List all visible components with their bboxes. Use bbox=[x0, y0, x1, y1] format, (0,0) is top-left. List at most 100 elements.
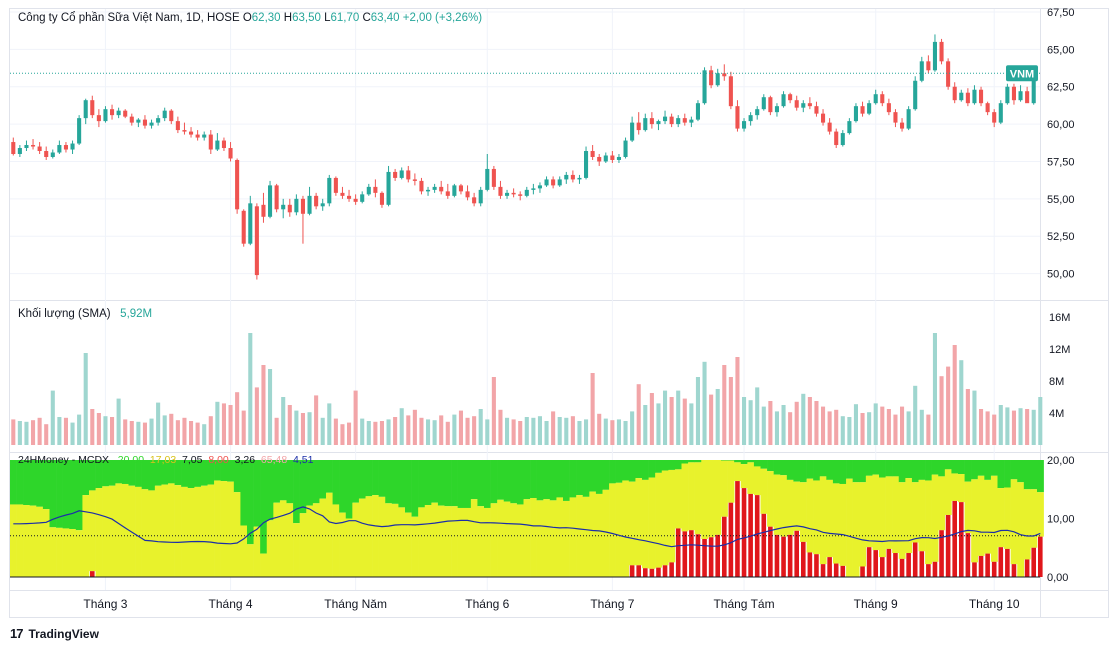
volume-bar bbox=[393, 417, 398, 445]
mcdx-blue-line bbox=[13, 506, 1041, 548]
mcdx-label: 24HMoney - MCDX bbox=[18, 454, 110, 466]
mcdx-green-column bbox=[457, 460, 465, 508]
mcdx-red-column bbox=[629, 565, 635, 577]
mcdx-red-column bbox=[866, 547, 872, 577]
mcdx-green-column bbox=[102, 460, 110, 487]
volume-bar bbox=[847, 417, 852, 445]
mcdx-red-column bbox=[820, 564, 826, 577]
candle-body bbox=[129, 116, 134, 123]
mcdx-green-column bbox=[582, 460, 590, 497]
volume-bar bbox=[649, 393, 654, 445]
candle-body bbox=[478, 189, 483, 204]
mcdx-green-column bbox=[431, 460, 439, 503]
mcdx-yellow-column bbox=[674, 469, 682, 529]
mcdx-green-column bbox=[293, 460, 300, 524]
mcdx-green-column bbox=[470, 460, 478, 500]
mcdx-green-column bbox=[247, 460, 254, 545]
mcdx-red-column bbox=[978, 555, 984, 577]
mcdx-green-column bbox=[530, 460, 537, 499]
candle-body bbox=[103, 109, 108, 122]
candle-body bbox=[189, 131, 194, 135]
volume-bar bbox=[610, 420, 615, 445]
candle-body bbox=[333, 177, 338, 193]
volume-bar bbox=[728, 377, 733, 445]
mcdx-yellow-column bbox=[734, 462, 742, 482]
x-tick-label: Tháng 10 bbox=[969, 597, 1020, 611]
mcdx-green-column bbox=[273, 460, 281, 503]
mcdx-red-column bbox=[860, 566, 865, 577]
volume-bar bbox=[142, 422, 147, 445]
mcdx-green-column bbox=[23, 460, 31, 506]
mcdx-red-column bbox=[827, 557, 832, 577]
mcdx-red-column bbox=[649, 568, 655, 577]
mcdx-green-column bbox=[490, 460, 498, 504]
volume-bar bbox=[702, 361, 707, 445]
volume-bar bbox=[952, 345, 957, 445]
mcdx-green-column bbox=[279, 460, 287, 501]
mcdx-green-column bbox=[747, 460, 755, 463]
mcdx-green-column bbox=[418, 460, 426, 508]
mcdx-yellow-column bbox=[648, 477, 656, 569]
price-tag-label: VNM bbox=[1010, 68, 1034, 80]
volume-bar bbox=[919, 409, 924, 445]
price-tick-label: 60,00 bbox=[1047, 119, 1075, 131]
candle-body bbox=[57, 145, 62, 153]
mcdx-red-column bbox=[662, 565, 668, 577]
candle-body bbox=[873, 94, 878, 104]
volume-bar bbox=[24, 421, 29, 445]
tradingview-branding[interactable]: 17 TradingView bbox=[10, 626, 99, 641]
mcdx-yellow-column bbox=[200, 485, 208, 577]
mcdx-green-column bbox=[760, 460, 768, 469]
mcdx-red-column bbox=[708, 537, 714, 577]
candle-body bbox=[676, 118, 681, 125]
mcdx-green-column bbox=[925, 460, 932, 481]
mcdx-red-column bbox=[787, 534, 793, 577]
mcdx-green-column bbox=[773, 460, 781, 475]
volume-bar bbox=[682, 398, 687, 445]
volume-bar bbox=[511, 419, 516, 445]
mcdx-green-column bbox=[780, 460, 788, 476]
mcdx-yellow-column bbox=[714, 460, 722, 535]
mcdx-green-column bbox=[905, 460, 913, 479]
volume-bar bbox=[840, 416, 845, 445]
volume-bar bbox=[755, 387, 760, 445]
mcdx-green-column bbox=[536, 460, 544, 501]
candle-body bbox=[274, 185, 279, 210]
mcdx-green-column bbox=[69, 460, 77, 530]
volume-bar bbox=[1011, 410, 1016, 445]
mcdx-green-column bbox=[826, 460, 834, 480]
mcdx-green-column bbox=[115, 460, 123, 484]
candle-body bbox=[31, 145, 36, 147]
mcdx-yellow-column bbox=[326, 492, 333, 577]
open-label: O bbox=[242, 12, 252, 24]
candle-body bbox=[524, 189, 529, 196]
mcdx-green-column bbox=[990, 460, 998, 476]
mcdx-yellow-column bbox=[128, 485, 136, 577]
candle-body bbox=[669, 116, 674, 125]
mcdx-green-column bbox=[1030, 460, 1038, 490]
volume-bar bbox=[77, 414, 82, 445]
mcdx-yellow-column bbox=[852, 482, 860, 577]
price-tick-label: 62,50 bbox=[1047, 82, 1075, 94]
volume-bar bbox=[873, 403, 878, 445]
mcdx-green-column bbox=[615, 460, 623, 483]
volume-bar bbox=[715, 389, 720, 445]
mcdx-red-column bbox=[972, 562, 977, 577]
mcdx-green-column bbox=[800, 460, 807, 483]
candle-body bbox=[972, 89, 977, 104]
mcdx-yellow-column bbox=[299, 513, 307, 577]
candle-body bbox=[623, 140, 628, 157]
volume-bar bbox=[116, 398, 121, 445]
mcdx-yellow-column bbox=[925, 480, 932, 565]
mcdx-yellow-column bbox=[773, 474, 781, 535]
volume-bar bbox=[129, 421, 134, 445]
mcdx-green-column bbox=[82, 460, 90, 496]
mcdx-green-column bbox=[859, 460, 867, 483]
mcdx-green-column bbox=[227, 460, 235, 482]
candle-body bbox=[656, 121, 661, 125]
mcdx-yellow-column bbox=[385, 503, 393, 577]
mcdx-yellow-column bbox=[378, 496, 386, 577]
mcdx-yellow-column bbox=[549, 500, 557, 577]
candle-body bbox=[682, 118, 687, 123]
mcdx-yellow-column bbox=[826, 479, 834, 558]
